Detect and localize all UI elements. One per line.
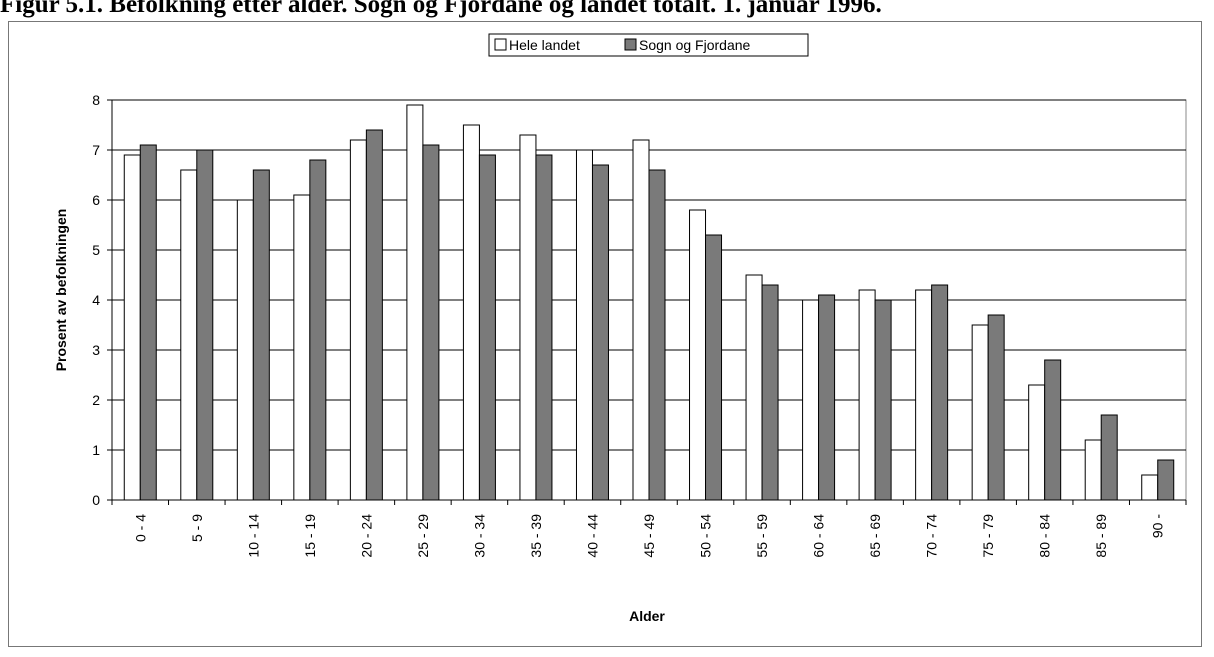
- y-tick-label: 7: [92, 142, 100, 158]
- x-tick-label: 35 - 39: [528, 514, 544, 558]
- bar-sogn-og-fjordane: [705, 234, 723, 501]
- bar-hele-landet: [689, 209, 707, 501]
- bar-hele-landet: [575, 149, 593, 501]
- bar-hele-landet: [1141, 474, 1159, 501]
- x-tick-label: 50 - 54: [698, 514, 714, 558]
- x-tick-label: 15 - 19: [302, 514, 318, 558]
- bar-hele-landet: [858, 289, 876, 501]
- bar-hele-landet: [519, 134, 537, 501]
- bar-sogn-og-fjordane: [422, 144, 440, 501]
- bar-sogn-og-fjordane: [931, 284, 949, 501]
- y-tick-label: 5: [92, 242, 100, 258]
- y-axis-title: Prosent av befolkningen: [53, 209, 69, 372]
- bar-hele-landet: [745, 274, 763, 501]
- bar-sogn-og-fjordane: [987, 314, 1005, 501]
- legend: Hele landet Sogn og Fjordane: [488, 33, 809, 57]
- legend-box: [488, 33, 809, 57]
- bar-sogn-og-fjordane: [478, 154, 496, 501]
- bar-sogn-og-fjordane: [252, 169, 270, 501]
- axes: 0 1 2 3 4 5 6 7 8 0 - 4 5 - 9 10 - 14 15 - 19 20 - 24…: [92, 92, 1187, 558]
- x-tick-label: 55 - 59: [754, 514, 770, 558]
- bar-sogn-og-fjordane: [1157, 459, 1175, 501]
- y-tick-label: 3: [92, 342, 100, 358]
- bar-hele-landet: [123, 154, 141, 501]
- x-tick-label: 0 - 4: [132, 514, 148, 542]
- bar-hele-landet: [971, 324, 989, 501]
- bar-hele-landet: [632, 139, 650, 501]
- x-tick-label: 40 - 44: [584, 514, 600, 558]
- bar-sogn-og-fjordane: [1044, 359, 1062, 501]
- bar-sogn-og-fjordane: [591, 164, 609, 501]
- bar-sogn-og-fjordane: [535, 154, 553, 501]
- x-tick-label: 70 - 74: [924, 514, 940, 558]
- bar-hele-landet: [1028, 384, 1046, 501]
- y-tick-label: 4: [92, 292, 100, 308]
- bar-hele-landet: [406, 104, 424, 501]
- x-tick-label: 85 - 89: [1093, 514, 1109, 558]
- y-tick-label: 6: [92, 192, 100, 208]
- legend-label-sogn-og-fjordane: Sogn og Fjordane: [639, 37, 751, 53]
- bar-hele-landet: [236, 199, 254, 501]
- bar-hele-landet: [1084, 439, 1102, 501]
- bar-sogn-og-fjordane: [139, 144, 157, 501]
- legend-swatch-sogn-og-fjordane: [624, 38, 637, 51]
- x-tick-label: 90 -: [1150, 514, 1166, 538]
- bar-hele-landet: [802, 299, 820, 501]
- x-tick-label: 80 - 84: [1037, 514, 1053, 558]
- bar-hele-landet: [293, 194, 311, 501]
- bars: [123, 104, 1175, 501]
- bar-sogn-og-fjordane: [874, 299, 892, 501]
- bar-sogn-og-fjordane: [309, 159, 327, 501]
- bar-sogn-og-fjordane: [1100, 414, 1118, 501]
- y-tick-label: 8: [92, 92, 100, 108]
- x-tick-label: 30 - 34: [471, 514, 487, 558]
- bar-sogn-og-fjordane: [818, 294, 836, 501]
- bar-sogn-og-fjordane: [761, 284, 779, 501]
- bar-hele-landet: [462, 124, 480, 501]
- y-tick-label: 2: [92, 392, 100, 408]
- x-tick-label: 5 - 9: [189, 514, 205, 542]
- x-tick-label: 45 - 49: [641, 514, 657, 558]
- bar-sogn-og-fjordane: [365, 129, 383, 501]
- x-tick-label: 75 - 79: [980, 514, 996, 558]
- y-tick-label: 1: [92, 442, 100, 458]
- bar-hele-landet: [915, 289, 933, 501]
- legend-label-hele-landet: Hele landet: [509, 37, 580, 53]
- y-tick-label: 0: [92, 492, 100, 508]
- x-tick-label: 20 - 24: [358, 514, 374, 558]
- x-tick-label: 10 - 14: [245, 514, 261, 558]
- bar-hele-landet: [180, 169, 198, 501]
- x-axis-title: Alder: [629, 608, 665, 624]
- figure-title: Figur 5.1. Befolkning etter alder. Sogn …: [0, 0, 882, 18]
- x-tick-label: 60 - 64: [811, 514, 827, 558]
- bar-sogn-og-fjordane: [648, 169, 666, 501]
- legend-swatch-hele-landet: [494, 38, 507, 51]
- x-tick-label: 25 - 29: [415, 514, 431, 558]
- bar-hele-landet: [349, 139, 367, 501]
- x-tick-label: 65 - 69: [867, 514, 883, 558]
- bar-sogn-og-fjordane: [196, 149, 214, 501]
